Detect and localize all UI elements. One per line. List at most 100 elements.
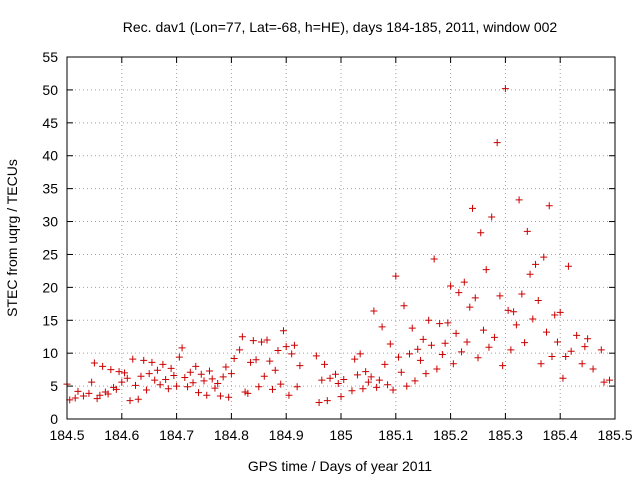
y-tick-label: 5 — [50, 378, 58, 394]
data-point — [238, 333, 246, 341]
data-point — [293, 383, 301, 391]
data-point — [96, 391, 104, 399]
data-point — [258, 338, 266, 346]
data-point — [269, 385, 276, 393]
data-points — [63, 85, 614, 407]
y-tick-label: 0 — [50, 411, 58, 427]
data-point — [79, 392, 87, 400]
data-point — [126, 397, 134, 405]
data-point — [129, 355, 137, 363]
data-point — [562, 352, 570, 360]
data-point — [200, 377, 208, 385]
data-point — [274, 347, 282, 355]
data-point — [142, 386, 150, 394]
data-point — [263, 336, 271, 344]
data-point — [334, 379, 342, 387]
data-point — [559, 374, 567, 382]
data-point — [321, 360, 329, 368]
data-point — [74, 387, 82, 395]
data-point — [600, 378, 608, 386]
data-point — [266, 357, 274, 365]
data-point — [285, 391, 293, 399]
data-point — [71, 394, 79, 402]
data-point — [214, 379, 222, 387]
data-point — [367, 373, 375, 381]
data-point — [384, 381, 392, 389]
data-point — [441, 339, 449, 347]
data-point — [362, 368, 370, 376]
data-point — [447, 282, 455, 290]
data-point — [458, 348, 466, 356]
data-point — [499, 362, 507, 370]
data-point — [156, 381, 164, 389]
x-tick-label: 184.7 — [159, 427, 194, 443]
data-point — [277, 380, 285, 388]
data-point — [397, 368, 405, 376]
data-point — [115, 368, 123, 376]
data-point — [315, 399, 323, 407]
y-tick-label: 10 — [42, 345, 58, 361]
data-point — [208, 375, 216, 383]
x-tick-label: 185.2 — [433, 427, 468, 443]
data-point — [414, 345, 422, 353]
data-point — [406, 350, 413, 358]
data-point — [581, 343, 589, 351]
data-point — [438, 350, 446, 358]
data-point — [381, 360, 389, 368]
data-point — [236, 346, 244, 354]
data-point — [112, 385, 120, 393]
data-point — [137, 372, 145, 380]
data-point — [175, 353, 183, 361]
x-tick-label: 184.5 — [49, 427, 84, 443]
data-point — [504, 306, 512, 314]
data-point — [567, 347, 575, 355]
data-point — [564, 262, 572, 270]
y-axis-label: STEC from uqrg / TECUs — [4, 159, 20, 317]
data-point — [121, 369, 129, 377]
data-point — [219, 373, 227, 381]
data-point — [197, 370, 205, 378]
data-point — [222, 363, 230, 371]
data-point — [444, 319, 452, 327]
x-tick-label: 185.4 — [543, 427, 578, 443]
axis-tick-labels: 184.5 184.6 184.7 184.8 184.9 185 185.1 185.2 18… — [42, 49, 632, 443]
data-point — [408, 324, 416, 332]
data-point — [337, 393, 345, 401]
data-point — [573, 331, 581, 339]
y-tick-label: 55 — [42, 49, 58, 65]
data-point — [373, 383, 381, 391]
data-point — [545, 202, 553, 210]
data-point — [162, 376, 170, 384]
grid-lines — [67, 57, 615, 419]
data-point — [249, 337, 257, 345]
data-point — [252, 356, 260, 364]
data-point — [537, 360, 545, 368]
data-point — [282, 343, 290, 351]
data-point — [340, 376, 348, 384]
data-point — [145, 370, 153, 378]
data-point — [216, 392, 224, 400]
data-point — [403, 382, 411, 390]
data-point — [123, 374, 131, 382]
data-point — [540, 253, 548, 261]
data-point — [395, 353, 403, 361]
data-point — [178, 344, 186, 352]
x-tick-label: 184.8 — [214, 427, 249, 443]
data-point — [153, 366, 161, 374]
data-point — [88, 378, 96, 386]
data-point — [260, 372, 268, 380]
data-point — [597, 346, 605, 354]
data-point — [471, 294, 479, 302]
data-point — [85, 389, 93, 397]
data-point — [551, 311, 559, 319]
data-point — [107, 366, 115, 374]
data-point — [230, 354, 238, 362]
data-point — [518, 290, 526, 298]
data-point — [173, 382, 181, 390]
data-point — [534, 297, 542, 305]
data-point — [523, 227, 531, 235]
y-tick-label: 35 — [42, 181, 58, 197]
x-tick-label: 185.3 — [488, 427, 523, 443]
data-point — [203, 391, 211, 399]
